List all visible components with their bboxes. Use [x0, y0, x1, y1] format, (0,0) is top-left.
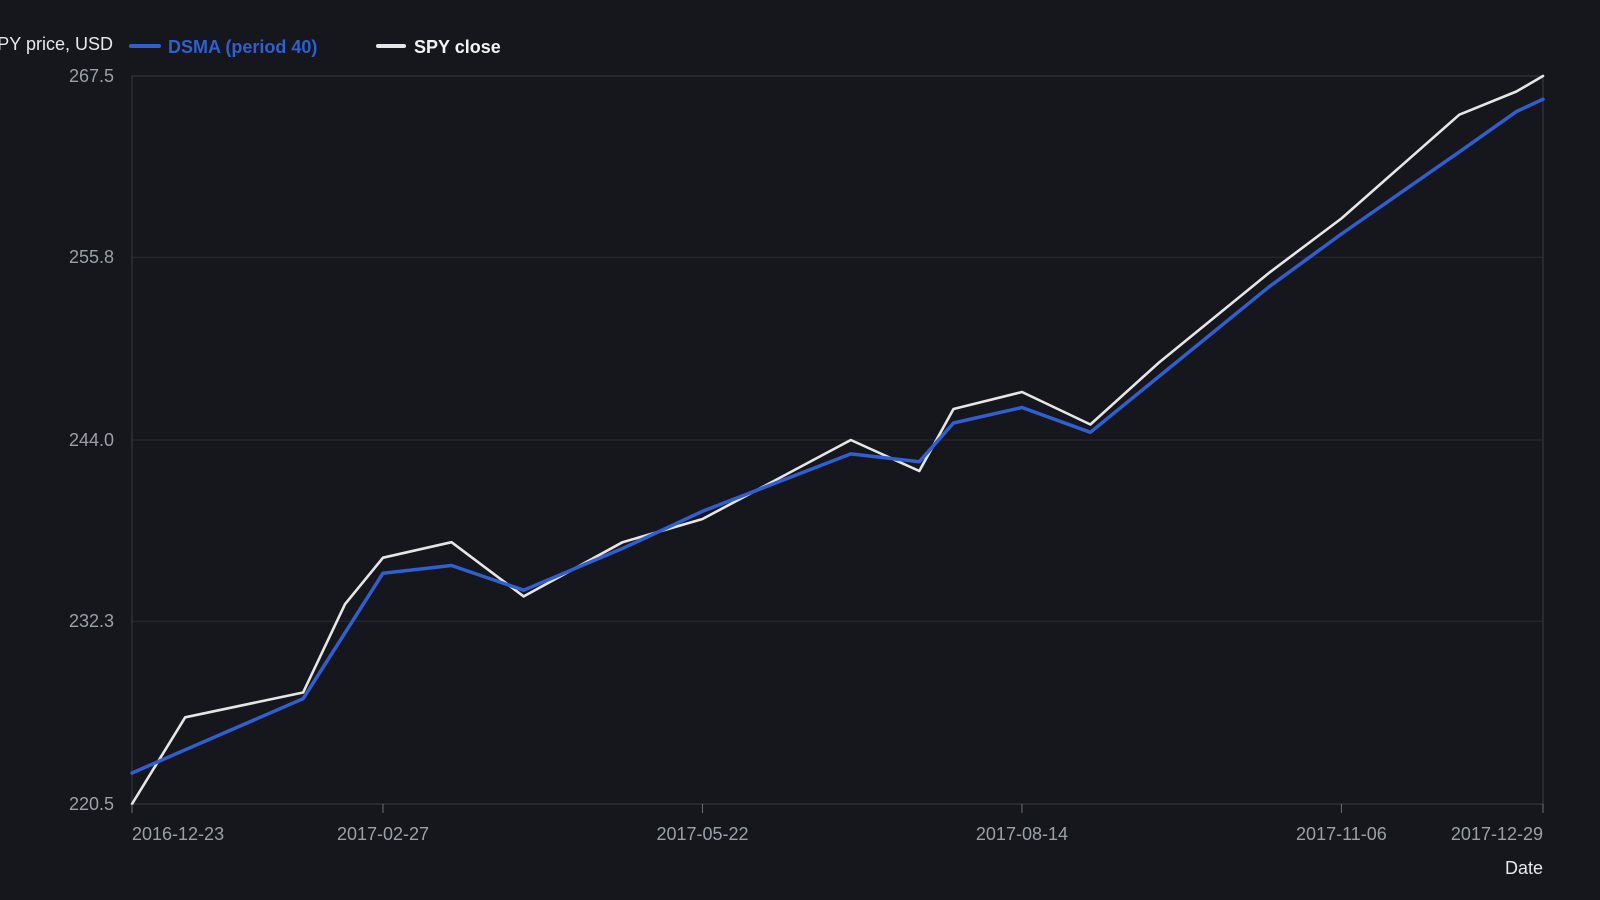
- legend-label-spy-close: SPY close: [414, 37, 501, 57]
- y-axis: 220.5 232.3 244.0 255.8 267.5: [69, 66, 114, 814]
- series-layer: [130, 74, 1545, 806]
- legend: DSMA (period 40) SPY close: [129, 37, 501, 57]
- x-axis-title: Date: [1505, 858, 1543, 878]
- legend-item-spy-close: SPY close: [376, 37, 501, 57]
- x-tick-label: 2017-11-06: [1296, 824, 1387, 844]
- x-tick-label: 2017-02-27: [337, 824, 429, 844]
- series-line-spy-close: [130, 74, 1545, 806]
- y-tick-label: 255.8: [69, 247, 114, 267]
- legend-label-dsma: DSMA (period 40): [168, 37, 317, 57]
- legend-item-dsma: DSMA (period 40): [129, 37, 317, 57]
- x-axis: 2016-12-23 2017-02-27 2017-05-22 2017-08-14…: [131, 804, 1544, 844]
- plot-area-frame: [131, 75, 1544, 805]
- y-tick-label: 267.5: [69, 66, 114, 86]
- y-axis-title: SPY price, USD: [0, 34, 113, 54]
- x-tick-label: 2017-08-14: [976, 824, 1068, 844]
- y-tick-label: 220.5: [69, 794, 114, 814]
- series-line-dsma: [130, 97, 1545, 775]
- x-tick-label: 2017-05-22: [656, 824, 748, 844]
- y-tick-label: 244.0: [69, 430, 114, 450]
- x-tick-label: 2017-12-29: [1451, 824, 1543, 844]
- grid-lines: [132, 75, 1543, 805]
- y-tick-label: 232.3: [69, 611, 114, 631]
- x-tick-label: 2016-12-23: [132, 824, 224, 844]
